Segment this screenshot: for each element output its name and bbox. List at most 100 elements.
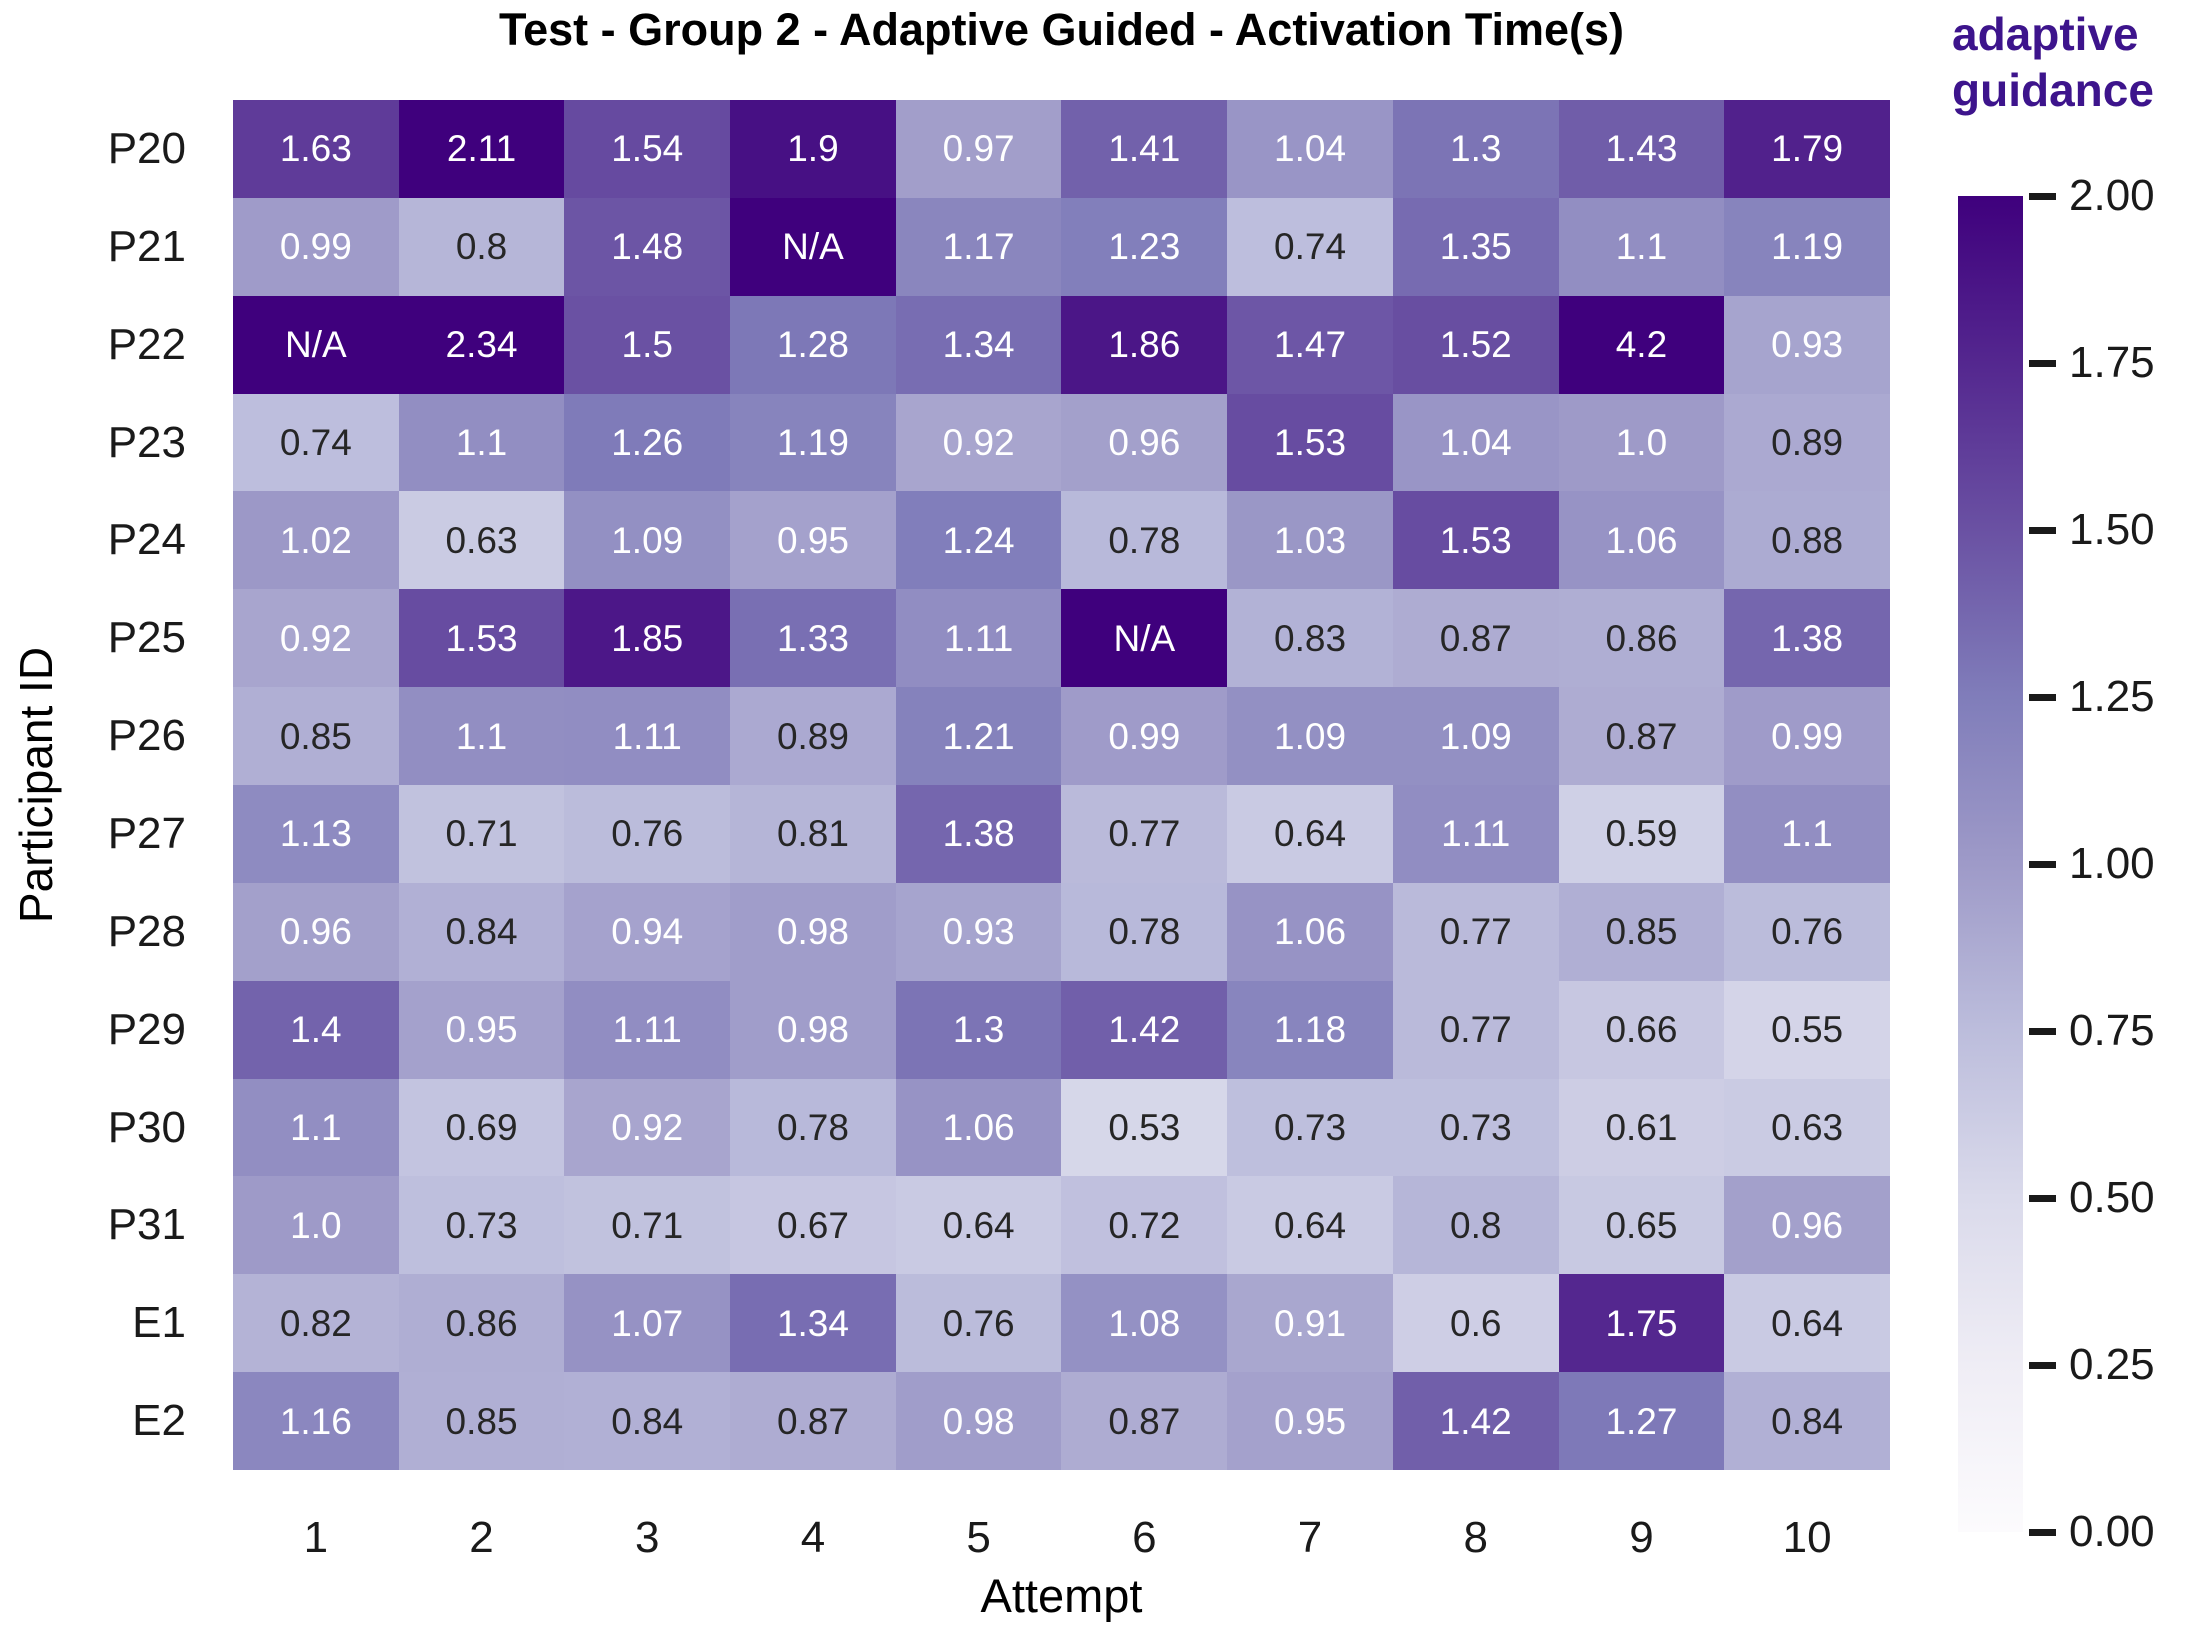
cell-value: 0.72 <box>1108 1204 1181 1246</box>
heatmap-cell: 0.98 <box>730 882 896 981</box>
cell-value: 0.93 <box>1771 324 1844 366</box>
cell-value: 0.94 <box>611 911 684 953</box>
cell-value: 1.34 <box>942 324 1015 366</box>
cell-value: 0.59 <box>1605 813 1678 855</box>
heatmap-cell: 1.1 <box>398 687 565 785</box>
x-tick-label: 10 <box>1782 1513 1832 1562</box>
heatmap-cell: 1.13 <box>233 784 399 883</box>
y-tick-label: E2 <box>132 1396 186 1446</box>
heatmap-cell: 1.53 <box>398 589 565 688</box>
cell-value: 0.87 <box>1108 1400 1181 1442</box>
cell-value: 0.78 <box>776 1106 849 1148</box>
cell-value: 1.48 <box>611 226 684 268</box>
colorbar-tick <box>2029 694 2056 701</box>
cell-value: 1.79 <box>1771 128 1844 170</box>
cell-value: 0.98 <box>942 1400 1015 1442</box>
cell-value: 0.98 <box>776 911 849 953</box>
cell-value: 1.41 <box>1108 128 1181 170</box>
cell-value: 1.08 <box>1108 1302 1181 1344</box>
cell-value: 4.2 <box>1615 324 1668 366</box>
heatmap-cell: 0.89 <box>730 687 896 785</box>
heatmap-cell: 0.77 <box>1061 784 1228 883</box>
heatmap-cell: 1.04 <box>1392 393 1559 492</box>
heatmap-cell: 0.64 <box>1227 1176 1393 1275</box>
cell-value: 0.63 <box>1771 1106 1844 1148</box>
cell-value: 1.09 <box>1439 715 1512 757</box>
cell-value: 1.5 <box>621 324 673 366</box>
cell-value: 1.19 <box>776 421 849 463</box>
x-tick-label: 1 <box>303 1513 329 1562</box>
heatmap-cell: 0.77 <box>1392 980 1559 1079</box>
heatmap-cell: 1.34 <box>730 1274 896 1373</box>
heatmap-cell: 1.0 <box>1558 393 1725 492</box>
x-tick-label: 7 <box>1297 1513 1323 1562</box>
colorbar-tick <box>2029 1028 2056 1035</box>
cell-value: 0.65 <box>1605 1204 1678 1246</box>
heatmap-cell: 0.92 <box>895 393 1062 492</box>
cell-value: 1.28 <box>776 324 849 366</box>
heatmap-cell: 0.94 <box>564 882 731 981</box>
heatmap-cell: 0.92 <box>233 589 399 688</box>
heatmap-cell: 0.87 <box>1392 589 1559 688</box>
cell-value: 1.85 <box>611 617 684 659</box>
cell-value: 1.34 <box>776 1302 849 1344</box>
cell-value: 0.89 <box>1771 421 1844 463</box>
cell-value: 1.21 <box>942 715 1015 757</box>
heatmap-cell: N/A <box>233 295 399 394</box>
cell-value: 0.67 <box>776 1204 849 1246</box>
heatmap-cell: 1.19 <box>730 393 896 492</box>
heatmap-cell: 0.98 <box>895 1372 1062 1470</box>
cell-value: 1.42 <box>1439 1400 1512 1442</box>
heatmap-cell: 0.96 <box>1724 1176 1890 1275</box>
cell-value: 1.43 <box>1605 128 1678 170</box>
cell-value: 1.75 <box>1605 1302 1678 1344</box>
heatmap-cell: 1.23 <box>1061 197 1228 296</box>
heatmap-cell: 1.03 <box>1227 491 1393 590</box>
cell-value: 0.86 <box>445 1302 518 1344</box>
heatmap-cell: 0.53 <box>1061 1078 1228 1177</box>
cell-value: 0.66 <box>1605 1009 1678 1051</box>
heatmap-cell: 0.64 <box>895 1176 1062 1275</box>
cell-value: 0.8 <box>1450 1204 1502 1246</box>
heatmap-cell: 0.71 <box>398 784 565 883</box>
heatmap-cell: 1.09 <box>564 491 731 590</box>
heatmap-cell: 0.69 <box>398 1078 565 1177</box>
heatmap-cell: 0.78 <box>730 1078 896 1177</box>
cell-value: 0.61 <box>1605 1106 1678 1148</box>
heatmap-cell: 2.34 <box>398 295 565 394</box>
heatmap-cell: 1.79 <box>1724 100 1890 198</box>
cell-value: 0.92 <box>279 617 352 659</box>
heatmap-cell: 0.99 <box>1061 687 1228 785</box>
cell-value: 0.76 <box>1771 911 1844 953</box>
cell-value: 0.85 <box>1605 911 1678 953</box>
cell-value: 1.52 <box>1439 324 1512 366</box>
cell-value: 1.11 <box>612 1009 682 1051</box>
y-tick-label: P28 <box>107 906 186 956</box>
heatmap-cell: 0.6 <box>1392 1274 1559 1373</box>
cell-value: 0.92 <box>611 1106 684 1148</box>
heatmap-cell: 0.78 <box>1061 491 1228 590</box>
colorbar-tick-label: 1.50 <box>2069 505 2155 554</box>
cell-value: 0.55 <box>1771 1009 1844 1051</box>
colorbar-tick <box>2029 1362 2056 1369</box>
cell-value: 0.78 <box>1108 519 1181 561</box>
heatmap-cell: 0.85 <box>398 1372 565 1470</box>
heatmap-cell: 1.35 <box>1392 197 1559 296</box>
y-tick-label: P29 <box>107 1004 186 1054</box>
cell-value: 0.73 <box>1274 1106 1347 1148</box>
cell-value: 0.87 <box>776 1400 849 1442</box>
heatmap-cell: 1.54 <box>564 100 731 198</box>
heatmap-grid: 1.63 2.11 1.54 1.9 0.97 1.41 1.04 1.3 1.43 1.79 0.… <box>233 100 1890 1470</box>
heatmap-cell: 1.1 <box>398 393 565 492</box>
heatmap-cell: 0.73 <box>398 1176 565 1275</box>
cell-value: 0.77 <box>1439 1009 1512 1051</box>
heatmap-cell: 0.95 <box>730 491 896 590</box>
cell-value: 0.74 <box>1274 226 1347 268</box>
y-tick-label: P25 <box>107 613 186 663</box>
cell-value: 1.54 <box>611 128 684 170</box>
heatmap-cell: 1.86 <box>1061 295 1228 394</box>
colorbar-label: adaptive guidance <box>1952 8 2154 116</box>
heatmap-cell: 1.16 <box>233 1372 399 1470</box>
heatmap-cell: 0.93 <box>1724 295 1890 394</box>
cell-value: 1.1 <box>455 421 508 463</box>
